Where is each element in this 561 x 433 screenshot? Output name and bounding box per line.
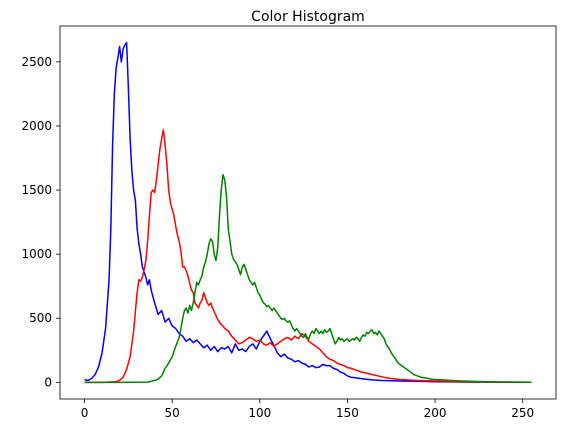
x-tick-label: 0	[81, 406, 89, 420]
y-tick-label: 1500	[21, 183, 52, 197]
series-line-1	[84, 41, 532, 383]
x-tick-label: 50	[165, 406, 180, 420]
series-layer	[84, 41, 532, 384]
series-line-2	[84, 129, 532, 384]
plot-frame	[59, 25, 557, 400]
y-axis: 0 500 1000 1500 2000 2500	[21, 55, 60, 389]
plot-area-background	[60, 26, 556, 399]
y-tick-label: 2500	[21, 55, 52, 69]
series-line-3	[84, 173, 532, 384]
x-tick-label: 250	[511, 406, 534, 420]
x-tick-label: 200	[424, 406, 447, 420]
chart-title: Color Histogram	[251, 9, 365, 25]
y-tick-label: 1000	[21, 247, 52, 261]
y-tick-label: 0	[44, 375, 52, 389]
x-tick-label: 100	[248, 406, 271, 420]
y-tick-label: 500	[29, 311, 52, 325]
y-tick-label: 2000	[21, 119, 52, 133]
x-tick-label: 150	[336, 406, 359, 420]
x-axis: 0 50 100 150 200 250	[81, 399, 534, 420]
